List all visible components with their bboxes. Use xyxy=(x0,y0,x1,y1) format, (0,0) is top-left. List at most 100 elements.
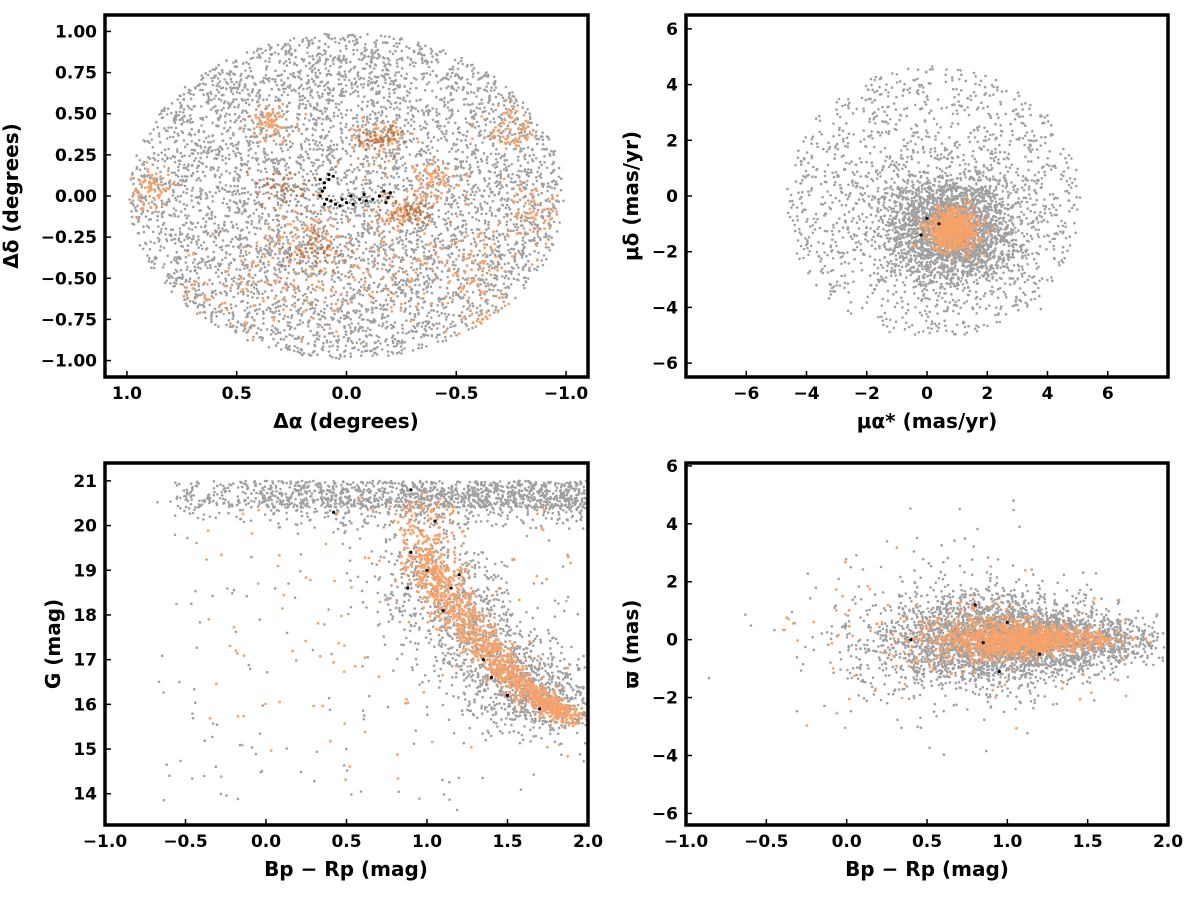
field-star xyxy=(384,72,387,76)
field-star xyxy=(363,67,367,70)
field-star xyxy=(214,148,217,152)
field-star xyxy=(442,100,446,104)
field-star xyxy=(401,267,404,271)
field-star xyxy=(227,273,230,277)
field-star xyxy=(232,144,235,148)
field-star xyxy=(305,187,309,190)
field-star xyxy=(303,140,307,143)
field-star xyxy=(392,299,396,303)
field-star xyxy=(342,335,346,339)
field-star xyxy=(193,297,197,300)
field-star xyxy=(285,173,289,177)
field-star xyxy=(187,214,190,217)
field-star xyxy=(445,315,448,319)
field-star xyxy=(509,98,512,101)
field-star xyxy=(450,196,453,199)
field-star xyxy=(500,184,503,187)
field-star xyxy=(160,180,163,184)
field-star xyxy=(421,321,425,324)
field-star xyxy=(464,230,468,234)
field-star xyxy=(329,64,332,68)
field-star xyxy=(358,77,361,81)
field-star xyxy=(522,247,526,250)
field-star xyxy=(204,220,208,224)
field-star xyxy=(476,87,480,90)
field-star xyxy=(420,240,424,243)
field-star xyxy=(392,148,395,151)
field-star xyxy=(323,307,326,311)
field-star xyxy=(389,248,393,251)
field-star xyxy=(332,156,336,160)
field-star xyxy=(352,276,355,279)
field-star xyxy=(461,213,464,217)
field-star xyxy=(394,276,398,280)
field-star xyxy=(200,105,203,108)
field-star xyxy=(410,140,414,143)
field-star xyxy=(249,69,253,73)
field-star xyxy=(233,120,236,124)
field-star xyxy=(411,349,415,352)
field-star xyxy=(298,241,301,244)
field-star xyxy=(360,235,364,238)
field-star xyxy=(505,223,508,227)
field-star xyxy=(341,36,345,40)
field-star xyxy=(315,285,319,289)
field-star xyxy=(300,243,304,246)
field-star xyxy=(369,171,372,175)
field-star xyxy=(308,86,312,89)
field-star xyxy=(418,235,422,239)
field-star xyxy=(380,199,383,202)
field-star xyxy=(558,221,561,224)
field-star xyxy=(461,62,464,66)
field-star xyxy=(395,159,398,162)
field-star xyxy=(349,297,352,301)
field-star xyxy=(527,259,530,263)
field-star xyxy=(304,183,308,186)
field-star xyxy=(524,263,528,266)
field-star xyxy=(300,267,304,270)
field-star xyxy=(258,190,261,194)
field-star xyxy=(164,182,167,185)
field-star xyxy=(352,288,355,291)
field-star xyxy=(421,333,425,336)
field-star xyxy=(424,126,427,130)
field-star xyxy=(250,290,253,294)
field-star xyxy=(284,60,288,63)
field-star xyxy=(424,151,428,154)
field-star xyxy=(175,282,178,286)
field-star xyxy=(384,284,388,287)
field-star xyxy=(258,95,261,98)
field-star xyxy=(376,92,380,95)
field-star xyxy=(187,227,191,230)
field-star xyxy=(404,99,407,103)
field-star xyxy=(415,163,419,167)
field-star xyxy=(157,135,161,138)
field-star xyxy=(465,190,469,194)
field-star xyxy=(414,248,418,252)
field-star xyxy=(501,275,504,278)
field-star xyxy=(382,244,386,247)
field-star xyxy=(517,169,520,173)
field-star xyxy=(367,170,370,173)
field-star xyxy=(344,125,348,129)
field-star xyxy=(445,139,449,142)
field-star xyxy=(360,107,364,110)
field-star xyxy=(318,96,322,99)
field-star xyxy=(519,147,522,150)
field-star xyxy=(367,55,370,58)
field-star xyxy=(491,251,495,255)
field-star xyxy=(542,254,546,257)
field-star xyxy=(403,162,407,165)
field-star xyxy=(271,77,274,81)
field-star xyxy=(210,76,213,80)
field-star xyxy=(266,251,269,255)
field-star xyxy=(238,193,241,196)
field-star xyxy=(310,89,314,93)
field-star xyxy=(364,204,367,208)
field-star xyxy=(505,183,508,187)
field-star xyxy=(358,338,361,341)
field-star xyxy=(251,141,255,144)
field-star xyxy=(380,348,384,351)
field-star xyxy=(306,209,309,212)
field-star xyxy=(259,258,262,262)
